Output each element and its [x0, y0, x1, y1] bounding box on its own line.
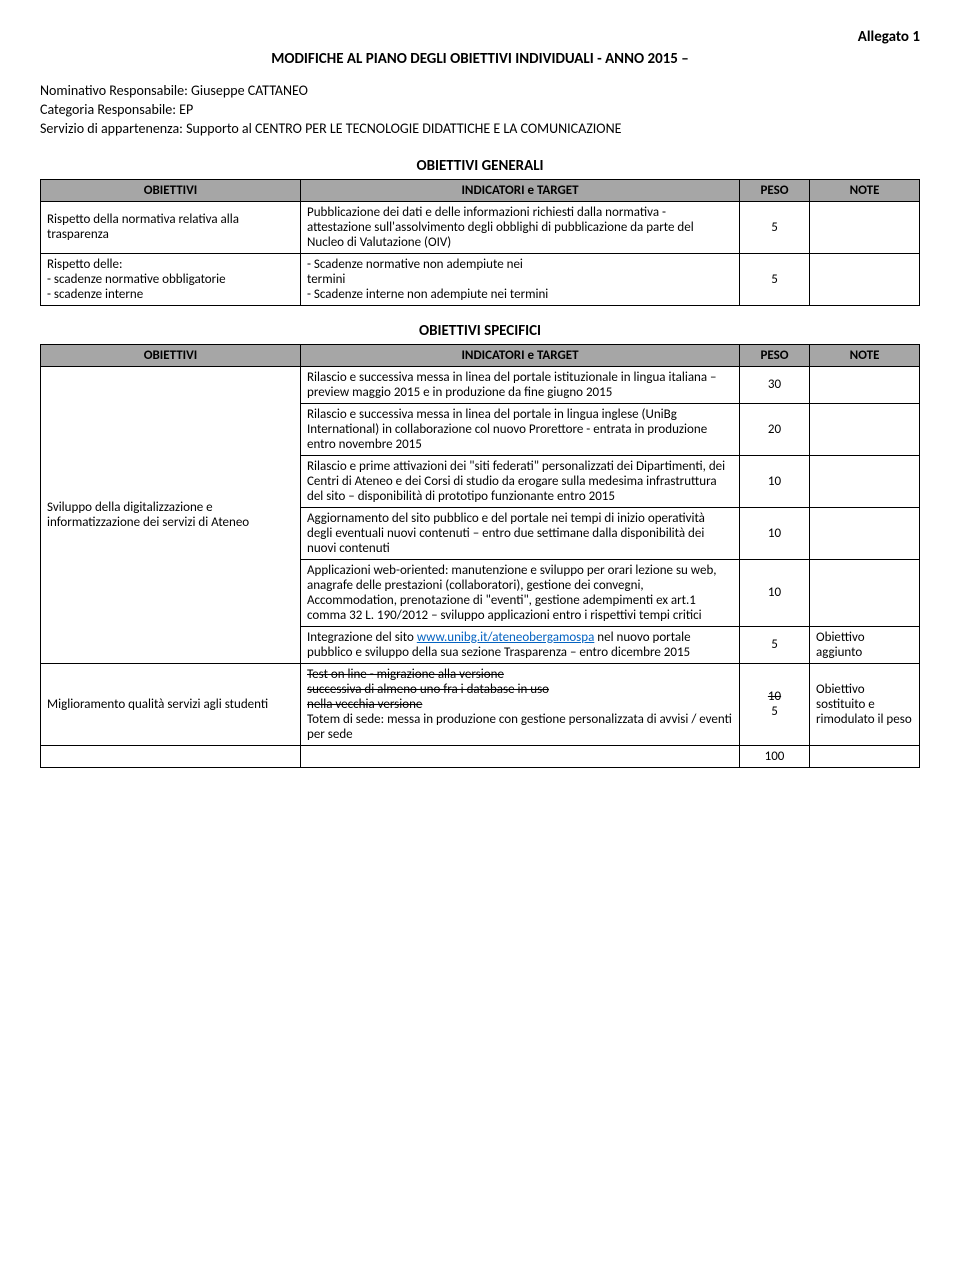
col-indicatori: INDICATORI e TARGET [301, 179, 740, 201]
cell-peso: 10 [740, 455, 810, 507]
line: - scadenze normative obbligatorie [47, 272, 294, 287]
col-peso: PESO [740, 344, 810, 366]
table-generali: OBIETTIVI INDICATORI e TARGET PESO NOTE … [40, 179, 920, 306]
col-note: NOTE [810, 179, 920, 201]
col-obiettivi: OBIETTIVI [41, 179, 301, 201]
line: - scadenze interne [47, 287, 294, 302]
table-row: Miglioramento qualità servizi agli stude… [41, 663, 920, 745]
cell-obj: Rispetto delle: - scadenze normative obb… [41, 253, 301, 305]
struck-line: successiva di almeno uno fra i database … [307, 682, 733, 697]
section-title-specifici: OBIETTIVI SPECIFICI [40, 322, 920, 340]
cell-note: Obiettivo aggiunto [810, 626, 920, 663]
col-peso: PESO [740, 179, 810, 201]
cell-obj: Rispetto della normativa relativa alla t… [41, 201, 301, 253]
cell-note [810, 455, 920, 507]
line: termini [307, 272, 733, 287]
categoria: Categoria Responsabile: EP [40, 101, 920, 120]
text: Integrazione del sito [307, 630, 417, 645]
cell-peso: 10 [740, 559, 810, 626]
cell-peso: 5 [740, 626, 810, 663]
cell-ind: Rilascio e successiva messa in linea del… [301, 366, 740, 403]
cell-peso: 10 [740, 507, 810, 559]
col-note: NOTE [810, 344, 920, 366]
cell-ind: Rilascio e prime attivazioni dei "siti f… [301, 455, 740, 507]
line: - Scadenze interne non adempiute nei ter… [307, 287, 733, 302]
cell-note: Obiettivo sostituito e rimodulato il pes… [810, 663, 920, 745]
meta-block: Nominativo Responsabile: Giuseppe CATTAN… [40, 82, 920, 139]
cell-obj-sviluppo: Sviluppo della digitalizzazione e inform… [41, 366, 301, 663]
allegato-label: Allegato 1 [40, 28, 920, 46]
table-specifici: OBIETTIVI INDICATORI e TARGET PESO NOTE … [40, 344, 920, 768]
cell-peso: 30 [740, 366, 810, 403]
nominativo: Nominativo Responsabile: Giuseppe CATTAN… [40, 82, 920, 101]
col-obiettivi: OBIETTIVI [41, 344, 301, 366]
line: - Scadenze normative non adempiute nei [307, 257, 733, 272]
cell-note [810, 559, 920, 626]
table-row: Rispetto delle: - scadenze normative obb… [41, 253, 920, 305]
cell-obj-miglioramento: Miglioramento qualità servizi agli stude… [41, 663, 301, 745]
cell-ind: Aggiornamento del sito pubblico e del po… [301, 507, 740, 559]
cell-peso: 10 5 [740, 663, 810, 745]
cell-empty [810, 745, 920, 767]
cell-note [810, 403, 920, 455]
table-row: Rispetto della normativa relativa alla t… [41, 201, 920, 253]
peso-struck: 10 [768, 689, 781, 704]
cell-ind: Applicazioni web-oriented: manutenzione … [301, 559, 740, 626]
plain-text: Totem di sede: messa in produzione con g… [307, 712, 733, 742]
peso-plain: 5 [771, 704, 778, 719]
section-title-generali: OBIETTIVI GENERALI [40, 157, 920, 175]
cell-note [810, 507, 920, 559]
page-title: MODIFICHE AL PIANO DEGLI OBIETTIVI INDIV… [40, 50, 920, 68]
cell-total: 100 [740, 745, 810, 767]
link-unibg[interactable]: www.unibg.it/ateneobergamospa [417, 630, 595, 645]
table-row: Sviluppo della digitalizzazione e inform… [41, 366, 920, 403]
cell-peso: 20 [740, 403, 810, 455]
servizio: Servizio di appartenenza: Supporto al CE… [40, 120, 920, 139]
cell-ind: - Scadenze normative non adempiute nei t… [301, 253, 740, 305]
cell-ind: Test on line - migrazione alla versione … [301, 663, 740, 745]
cell-note [810, 366, 920, 403]
table-total-row: 100 [41, 745, 920, 767]
cell-peso: 5 [740, 201, 810, 253]
table-header-row: OBIETTIVI INDICATORI e TARGET PESO NOTE [41, 344, 920, 366]
struck-line: nella vecchia versione [307, 697, 733, 712]
cell-note [810, 253, 920, 305]
cell-empty [301, 745, 740, 767]
col-indicatori: INDICATORI e TARGET [301, 344, 740, 366]
cell-ind: Integrazione del sito www.unibg.it/atene… [301, 626, 740, 663]
cell-ind: Pubblicazione dei dati e delle informazi… [301, 201, 740, 253]
cell-note [810, 201, 920, 253]
cell-empty [41, 745, 301, 767]
line: Rispetto delle: [47, 257, 294, 272]
struck-line: Test on line - migrazione alla versione [307, 667, 733, 682]
cell-peso: 5 [740, 253, 810, 305]
cell-ind: Rilascio e successiva messa in linea del… [301, 403, 740, 455]
table-header-row: OBIETTIVI INDICATORI e TARGET PESO NOTE [41, 179, 920, 201]
